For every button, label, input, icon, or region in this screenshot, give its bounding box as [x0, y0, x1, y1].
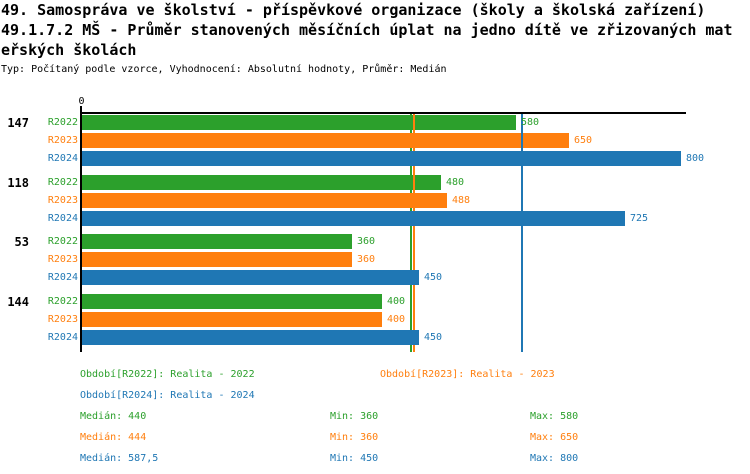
median-line-r2024 — [521, 113, 523, 352]
median-line-r2023 — [413, 113, 415, 352]
series-label-118-r2022: R2022 — [47, 177, 78, 188]
value-label-118-r2024: 725 — [630, 213, 649, 224]
value-label-118-r2023: 488 — [452, 195, 471, 206]
report-title-line-1: 49. Samospráva ve školství - příspěvkové… — [1, 1, 706, 19]
series-label-144-r2022: R2022 — [47, 296, 78, 307]
group-label-147: 147 — [7, 116, 29, 130]
stat-median-r2023: Medián: 444 — [80, 432, 147, 443]
value-label-147-r2022: 580 — [521, 117, 540, 128]
series-label-144-r2023: R2023 — [47, 314, 78, 325]
series-label-118-r2023: R2023 — [47, 195, 78, 206]
stat-min-r2023: Min: 360 — [330, 432, 379, 443]
series-label-147-r2024: R2024 — [47, 153, 78, 164]
bar-144-r2022 — [82, 294, 382, 309]
stat-max-r2024: Max: 800 — [530, 453, 579, 464]
bar-118-r2024 — [82, 211, 625, 226]
bar-144-r2023 — [82, 312, 382, 327]
bar-147-r2023 — [82, 133, 569, 148]
bar-147-r2022 — [82, 115, 516, 130]
stat-min-r2024: Min: 450 — [330, 453, 379, 464]
series-label-53-r2022: R2022 — [47, 236, 78, 247]
bar-144-r2024 — [82, 330, 419, 345]
series-label-147-r2022: R2022 — [47, 117, 78, 128]
bar-53-r2024 — [82, 270, 419, 285]
bar-118-r2023 — [82, 193, 447, 208]
legend-item-r2022: Období[R2022]: Realita - 2022 — [80, 369, 255, 380]
legend-item-r2023: Období[R2023]: Realita - 2023 — [380, 369, 555, 380]
value-label-144-r2024: 450 — [424, 332, 443, 343]
series-label-144-r2024: R2024 — [47, 332, 78, 343]
stat-median-r2024: Medián: 587,5 — [80, 453, 159, 464]
stat-min-r2022: Min: 360 — [330, 411, 379, 422]
median-line-r2022 — [410, 113, 412, 352]
x-axis-line — [80, 112, 686, 114]
value-label-147-r2023: 650 — [574, 135, 593, 146]
value-label-53-r2022: 360 — [357, 236, 376, 247]
y-axis-line — [80, 112, 82, 352]
report-title-line-2: 49.1.7.2 MŠ - Průměr stanovených měsíční… — [1, 21, 733, 39]
series-label-53-r2023: R2023 — [47, 254, 78, 265]
stat-max-r2023: Max: 650 — [530, 432, 579, 443]
value-label-147-r2024: 800 — [686, 153, 705, 164]
series-label-118-r2024: R2024 — [47, 213, 78, 224]
stat-max-r2022: Max: 580 — [530, 411, 579, 422]
bar-53-r2022 — [82, 234, 352, 249]
bar-53-r2023 — [82, 252, 352, 267]
report-meta-line: Typ: Počítaný podle vzorce, Vyhodnocení:… — [1, 64, 447, 75]
value-label-53-r2023: 360 — [357, 254, 376, 265]
x-axis-tick — [80, 106, 82, 113]
group-label-118: 118 — [7, 176, 29, 190]
bar-147-r2024 — [82, 151, 681, 166]
group-label-144: 144 — [7, 295, 29, 309]
bar-118-r2022 — [82, 175, 441, 190]
report-title-line-3: eřských školách — [1, 41, 137, 59]
legend-item-r2024: Období[R2024]: Realita - 2024 — [80, 390, 255, 401]
x-axis-zero-label: 0 — [78, 96, 85, 107]
value-label-53-r2024: 450 — [424, 272, 443, 283]
series-label-53-r2024: R2024 — [47, 272, 78, 283]
stat-median-r2022: Medián: 440 — [80, 411, 147, 422]
value-label-144-r2022: 400 — [387, 296, 406, 307]
value-label-118-r2022: 480 — [446, 177, 465, 188]
group-label-53: 53 — [14, 235, 29, 249]
value-label-144-r2023: 400 — [387, 314, 406, 325]
series-label-147-r2023: R2023 — [47, 135, 78, 146]
